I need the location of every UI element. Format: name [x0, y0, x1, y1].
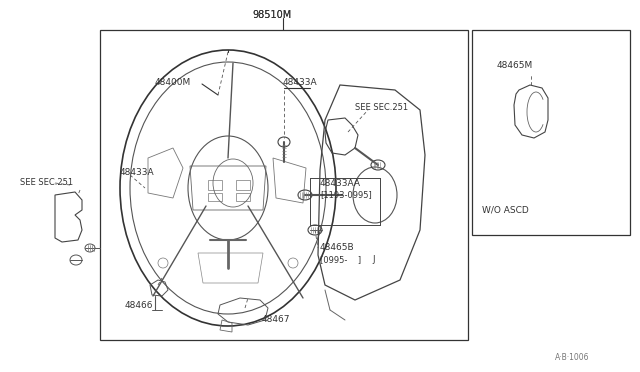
- Text: W/O ASCD: W/O ASCD: [482, 205, 529, 215]
- Text: 48466: 48466: [125, 301, 154, 310]
- Text: 98510M: 98510M: [252, 10, 291, 20]
- Bar: [236, 193, 250, 201]
- Text: A·B·1006: A·B·1006: [555, 353, 589, 362]
- Text: [0995-    ]: [0995- ]: [320, 256, 361, 264]
- Text: J: J: [372, 256, 374, 264]
- Bar: [208, 180, 222, 190]
- Text: 48467: 48467: [262, 315, 291, 324]
- Text: SEE SEC.251: SEE SEC.251: [355, 103, 408, 112]
- Bar: [208, 193, 222, 201]
- Text: 48433A: 48433A: [283, 77, 317, 87]
- Bar: [100, 30, 468, 340]
- Text: 98510M: 98510M: [252, 10, 291, 20]
- Text: [1193-0995]: [1193-0995]: [320, 190, 372, 199]
- Text: 48433AA: 48433AA: [320, 179, 361, 187]
- Text: SEE SEC.251: SEE SEC.251: [20, 177, 73, 186]
- Text: 48400M: 48400M: [155, 77, 191, 87]
- Bar: [236, 180, 250, 190]
- Text: 48465M: 48465M: [497, 61, 533, 70]
- Bar: [472, 30, 630, 235]
- Text: 48465B: 48465B: [320, 244, 355, 253]
- Text: 48433A: 48433A: [120, 167, 155, 176]
